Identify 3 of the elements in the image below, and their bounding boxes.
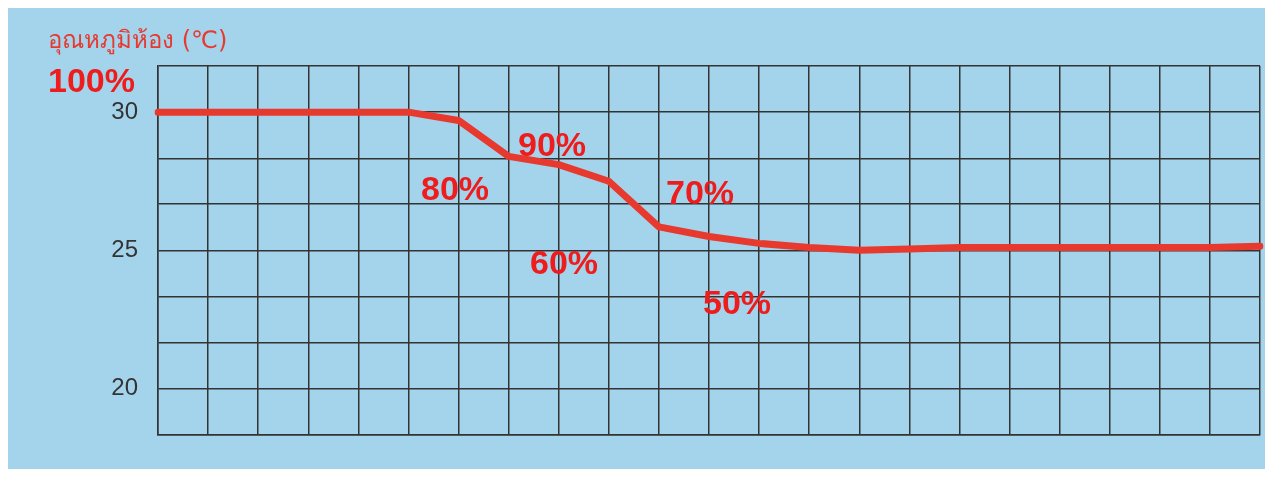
y-tick-label: 25 <box>111 234 138 262</box>
y-axis-title: อุณหภูมิห้อง (℃) <box>48 26 228 56</box>
y-tick-label: 20 <box>111 373 138 401</box>
